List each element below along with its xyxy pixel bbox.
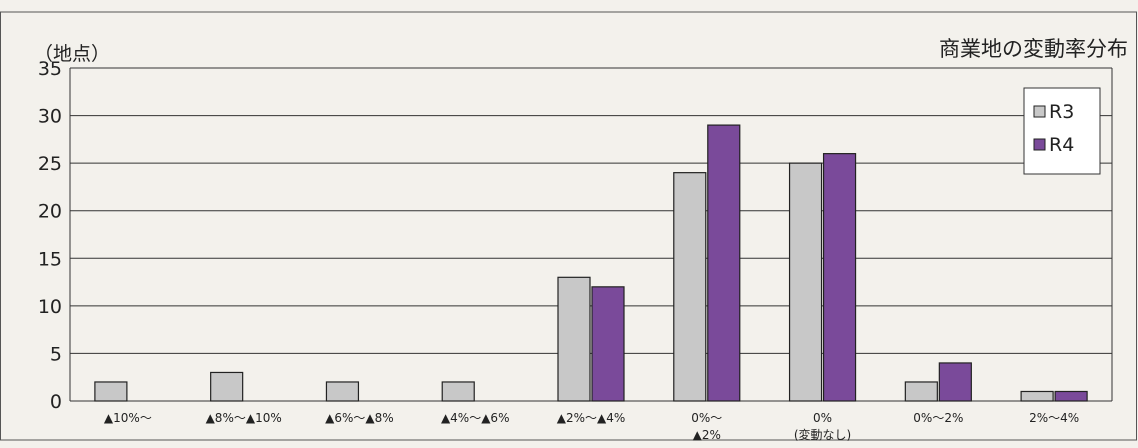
bar-r4 [822, 153, 857, 402]
legend-swatch [1033, 105, 1046, 118]
legend-label: R3 [1049, 101, 1074, 123]
x-tick-label: ▲10%〜 [104, 411, 152, 425]
chart-title: 商業地の変動率分布 [939, 37, 1128, 61]
legend: R3 R4 [1023, 87, 1101, 175]
y-tick-label: 15 [38, 248, 62, 270]
bar-r3 [557, 276, 591, 402]
bar-r3 [788, 162, 823, 402]
bar-r4 [591, 286, 625, 402]
bar-r3 [673, 172, 707, 402]
y-tick-label: 20 [38, 201, 62, 223]
bar-r4 [938, 362, 972, 402]
legend-label: R4 [1049, 134, 1074, 156]
x-tick-label: ▲4%〜▲6% [441, 411, 510, 425]
y-tick-labels: 0 5 10 15 20 25 30 35 [38, 58, 62, 413]
bar-r3 [441, 381, 475, 402]
y-tick-label: 0 [50, 391, 62, 413]
x-tick-label: ▲6%〜▲8% [325, 411, 394, 425]
bar-r4 [1054, 390, 1088, 402]
y-tick-label: 5 [50, 343, 62, 365]
bar-r4 [707, 124, 741, 402]
y-tick-label: 30 [38, 106, 62, 128]
x-tick-label: 0%〜2% [913, 411, 963, 425]
x-tick-label: 0% [813, 411, 832, 425]
y-tick-label: 35 [38, 58, 62, 80]
y-axis-label: （地点） [34, 43, 110, 65]
x-tick-label: ▲2% [693, 428, 721, 442]
bar-r3 [210, 371, 244, 402]
x-tick-label: 2%〜4% [1029, 411, 1079, 425]
bar-r3 [904, 381, 938, 402]
x-tick-label: ▲2%〜▲4% [557, 411, 626, 425]
bar-r3 [1020, 390, 1054, 402]
legend-swatch [1033, 138, 1046, 151]
x-tick-labels: ▲10%〜 ▲8%〜▲10% ▲6%〜▲8% ▲4%〜▲6% ▲2%〜▲4% 0%〜 ▲2%… [104, 411, 1079, 442]
bar-r3 [325, 381, 360, 402]
legend-box [1023, 87, 1101, 175]
grid-lines [69, 67, 1113, 402]
y-tick-label: 25 [38, 153, 62, 175]
bars [94, 124, 1088, 402]
y-tick-label: 10 [38, 296, 62, 318]
x-tick-label: (変動なし) [794, 427, 851, 442]
x-tick-label: 0%〜 [691, 411, 722, 425]
x-tick-label: ▲8%〜▲10% [206, 411, 282, 425]
chart-frame [0, 11, 1137, 441]
bar-r3 [94, 381, 128, 402]
